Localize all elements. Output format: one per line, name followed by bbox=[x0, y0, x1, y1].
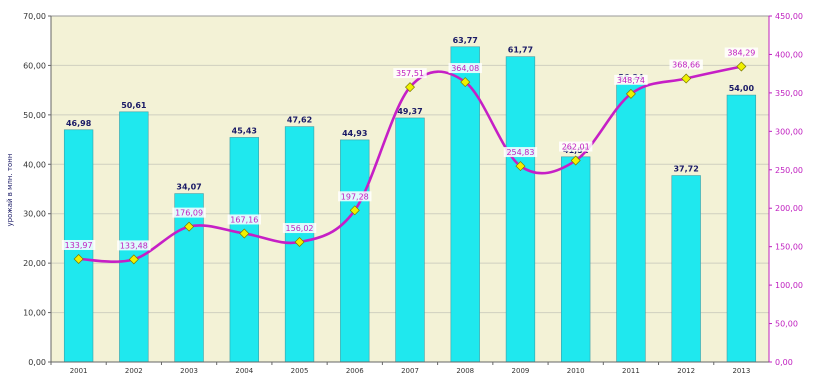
bar bbox=[340, 139, 370, 363]
line-value-label: 357,51 bbox=[396, 69, 424, 78]
y-axis-title: урожай в млн. тонн bbox=[6, 154, 14, 227]
line-point bbox=[736, 61, 747, 72]
x-tick-label: 2011 bbox=[622, 367, 640, 374]
x-tick-label: 2013 bbox=[732, 367, 750, 374]
line-value-label-bg bbox=[558, 141, 593, 152]
x-tick-label: 2004 bbox=[235, 367, 253, 374]
left-tick-label: 30,00 bbox=[23, 210, 46, 219]
line-value-label-bg bbox=[117, 240, 151, 251]
line-value-label: 156,02 bbox=[286, 224, 314, 233]
line-value-label-bg bbox=[338, 191, 372, 202]
line-value-label-bg bbox=[393, 68, 427, 79]
line-value-label-bg bbox=[724, 47, 759, 58]
left-tick-label: 10,00 bbox=[23, 309, 46, 318]
x-tick-label: 2010 bbox=[567, 367, 585, 374]
right-tick-label: 50,00 bbox=[775, 320, 798, 329]
line-point bbox=[73, 253, 84, 264]
right-tick-label: 250,00 bbox=[775, 166, 803, 175]
line-value-label-bg bbox=[172, 207, 206, 218]
line-value-label: 176,09 bbox=[175, 209, 203, 218]
line-value-label-bg bbox=[503, 147, 538, 158]
x-tick-label: 2008 bbox=[456, 367, 474, 374]
bar bbox=[174, 193, 204, 363]
line-point bbox=[239, 228, 250, 239]
right-tick-label: 450,00 bbox=[775, 12, 803, 21]
x-tick-label: 2002 bbox=[125, 367, 143, 374]
line-value-label: 133,48 bbox=[120, 241, 148, 250]
bar bbox=[395, 117, 425, 363]
left-tick-label: 20,00 bbox=[23, 259, 46, 268]
bar bbox=[616, 83, 646, 363]
line-value-label: 262,01 bbox=[562, 143, 590, 152]
bar-value-label: 63,77 bbox=[453, 36, 478, 45]
line-point bbox=[460, 77, 471, 88]
line-point bbox=[128, 254, 139, 265]
bar bbox=[450, 46, 480, 363]
line-value-label: 133,97 bbox=[65, 241, 93, 250]
bar bbox=[726, 94, 757, 363]
line-series: 133,97 133,48 176,09 167,16 156,02 197,28 357,… bbox=[61, 47, 759, 265]
bar bbox=[119, 111, 149, 363]
line-value-label: 364,08 bbox=[451, 64, 479, 73]
x-axis: 2001 2002 2003 2004 2005 2006 2007 2008 2009 2010… bbox=[50, 361, 769, 374]
x-tick-label: 2007 bbox=[401, 367, 419, 374]
left-tick-label: 40,00 bbox=[23, 160, 46, 169]
line-point bbox=[405, 82, 415, 93]
x-tick-label: 2003 bbox=[180, 367, 198, 374]
right-axis: 0,00 50,00 100,00 150,00 200,00 250,00 300,00 3… bbox=[768, 12, 803, 367]
left-tick-label: 70,00 bbox=[23, 12, 46, 21]
line-value-label-bg bbox=[61, 239, 96, 250]
line-value-label-bg bbox=[669, 59, 703, 70]
line-point bbox=[184, 221, 195, 232]
x-tick-label: 2006 bbox=[346, 367, 364, 374]
left-tick-label: 60,00 bbox=[23, 61, 46, 70]
right-tick-label: 100,00 bbox=[775, 281, 803, 290]
right-tick-label: 200,00 bbox=[775, 204, 803, 213]
line-point bbox=[625, 88, 636, 99]
line-value-label: 254,83 bbox=[506, 148, 534, 157]
left-tick-label: 50,00 bbox=[23, 111, 46, 120]
bar-value-label: 46,98 bbox=[66, 119, 92, 128]
bar bbox=[561, 156, 591, 363]
bar-value-label: 50,61 bbox=[121, 101, 147, 110]
left-tick-label: 0,00 bbox=[28, 358, 46, 367]
line-point bbox=[570, 155, 581, 166]
line-value-label: 348,74 bbox=[617, 76, 645, 85]
line-value-label: 197,28 bbox=[341, 192, 369, 201]
right-tick-label: 300,00 bbox=[775, 127, 803, 136]
bar-value-label: 34,07 bbox=[176, 183, 201, 192]
line-value-label-bg bbox=[282, 223, 317, 234]
line-value-label-bg bbox=[227, 214, 262, 225]
bar bbox=[671, 175, 701, 363]
bar-value-label: 37,72 bbox=[673, 165, 698, 174]
x-tick-label: 2001 bbox=[70, 367, 88, 374]
line-point bbox=[681, 73, 692, 84]
right-tick-label: 150,00 bbox=[775, 243, 803, 252]
bar-value-label: 44,93 bbox=[342, 129, 367, 138]
line-point bbox=[349, 205, 360, 216]
right-tick-label: 0,00 bbox=[775, 358, 793, 367]
line-value-label-bg bbox=[448, 63, 482, 74]
right-tick-label: 350,00 bbox=[775, 89, 803, 98]
line-point bbox=[294, 237, 305, 248]
left-axis: 0,00 10,00 20,00 30,00 40,00 50,00 60,00 70,00 bbox=[23, 12, 52, 367]
line-value-label: 368,66 bbox=[672, 61, 700, 70]
line-value-label-bg bbox=[614, 74, 648, 85]
bar-value-label: 54,00 bbox=[729, 84, 755, 93]
bar-value-label: 61,77 bbox=[508, 46, 533, 55]
x-tick-label: 2009 bbox=[512, 367, 530, 374]
bar-value-label: 47,62 bbox=[287, 116, 312, 125]
bar-value-label: 49,37 bbox=[397, 107, 422, 116]
bar-value-label: 45,43 bbox=[232, 126, 257, 135]
bar bbox=[229, 137, 259, 363]
line-value-label: 384,29 bbox=[727, 49, 755, 58]
line-value-label: 167,16 bbox=[230, 215, 258, 224]
x-tick-label: 2012 bbox=[677, 367, 695, 374]
right-tick-label: 400,00 bbox=[775, 50, 803, 59]
line-point bbox=[515, 161, 526, 172]
bar bbox=[505, 56, 536, 363]
x-tick-label: 2005 bbox=[291, 367, 309, 374]
